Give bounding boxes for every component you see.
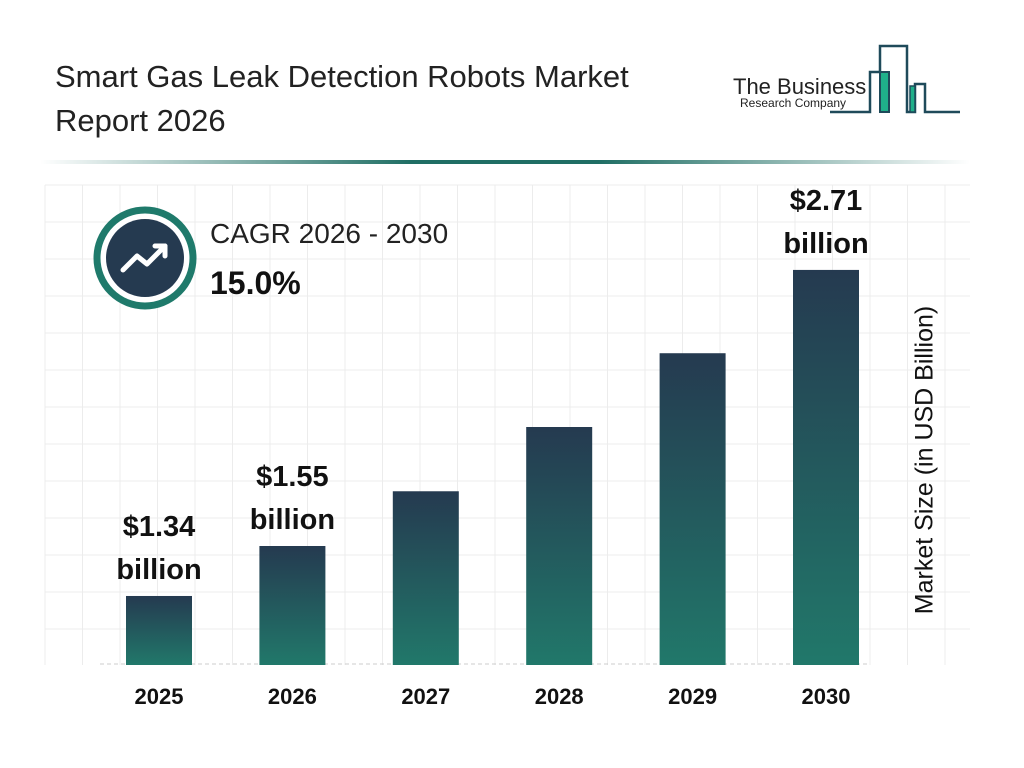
data-label: $2.71 xyxy=(790,185,863,217)
x-tick-label: 2025 xyxy=(135,684,184,709)
bar-2026 xyxy=(259,546,326,665)
data-label: billion xyxy=(116,554,201,586)
x-tick-label: 2027 xyxy=(401,684,450,709)
header-divider xyxy=(40,160,970,164)
x-tick-label: 2030 xyxy=(802,684,851,709)
x-tick-label: 2029 xyxy=(668,684,717,709)
data-label: billion xyxy=(783,228,868,260)
x-tick-label: 2028 xyxy=(535,684,584,709)
cagr-value: 15.0% xyxy=(210,265,301,301)
bar-2025 xyxy=(126,595,192,665)
bar-2028 xyxy=(526,427,593,665)
y-axis-label: Market Size (in USD Billion) xyxy=(910,305,939,615)
logo-line2: Research Company xyxy=(740,96,846,110)
page-title: Smart Gas Leak Detection Robots Market R… xyxy=(55,59,629,138)
cagr-trending-up-icon xyxy=(93,206,197,310)
logo-line1: The Business xyxy=(733,74,866,99)
x-tick-label: 2026 xyxy=(268,684,317,709)
data-label: billion xyxy=(250,504,335,536)
bar-2027 xyxy=(392,491,459,665)
data-label: $1.34 xyxy=(123,511,196,543)
bar-2029 xyxy=(659,353,726,665)
cagr-label: CAGR 2026 - 2030 xyxy=(210,218,449,249)
data-label: $1.55 xyxy=(256,461,329,493)
bar-2030 xyxy=(793,269,859,665)
company-logo: The Business Research Company xyxy=(733,44,960,114)
